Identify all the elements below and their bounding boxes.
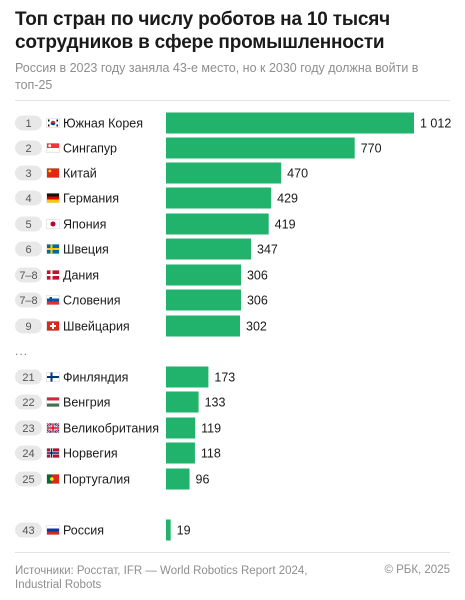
country-label: Германия xyxy=(63,192,119,206)
flag-switzerland-icon xyxy=(46,321,60,331)
flag-uk-icon xyxy=(46,422,60,434)
flag-singapore-icon xyxy=(46,143,60,153)
footer-copyright: © РБК, 2025 xyxy=(384,564,450,576)
flag-japan-icon xyxy=(46,219,60,229)
gap-marker: ... xyxy=(15,344,29,358)
country-label: Южная Корея xyxy=(63,117,143,131)
bar xyxy=(166,112,414,134)
rank-label: 43 xyxy=(22,525,34,537)
flag-denmark-icon xyxy=(46,270,60,280)
rank-label: 4 xyxy=(25,193,31,205)
country-label: Сингапур xyxy=(63,142,117,156)
flag-hungary-icon xyxy=(46,397,60,407)
value-label: 173 xyxy=(214,371,235,385)
rank-label: 22 xyxy=(22,397,34,409)
bar xyxy=(166,417,196,439)
value-label: 96 xyxy=(196,473,210,487)
country-label: Япония xyxy=(63,218,106,232)
value-label: 306 xyxy=(247,294,268,308)
value-label: 429 xyxy=(277,192,298,206)
flag-portugal-icon xyxy=(46,474,60,484)
chart-subtitle: Россия в 2023 году заняла 43-е место, но… xyxy=(15,61,419,92)
rank-label: 23 xyxy=(22,423,34,435)
rank-badge xyxy=(15,318,42,334)
rank-label: 1 xyxy=(25,118,31,130)
flag-slovenia-icon xyxy=(46,295,60,305)
flag-norway-icon xyxy=(46,448,60,458)
bar xyxy=(166,366,209,388)
country-label: Финляндия xyxy=(63,371,128,385)
value-label: 302 xyxy=(246,320,267,334)
bar xyxy=(166,442,195,464)
rank-badge xyxy=(15,292,42,308)
value-label: 118 xyxy=(201,447,221,461)
country-label: Китай xyxy=(63,167,97,181)
rank-label: 5 xyxy=(25,219,31,231)
rank-badge xyxy=(15,420,42,436)
flag-russia-icon xyxy=(46,525,60,535)
chart-title: Топ стран по числу роботов на 10 тысяч с… xyxy=(15,9,390,53)
rank-label: 9 xyxy=(25,321,31,333)
value-label: 470 xyxy=(287,167,308,181)
bar xyxy=(166,315,241,337)
rank-label: 25 xyxy=(22,474,34,486)
value-label: 306 xyxy=(247,269,268,283)
country-label: Россия xyxy=(63,524,104,538)
value-label: 133 xyxy=(205,396,226,410)
country-label: Норвегия xyxy=(63,447,118,461)
bar xyxy=(166,519,171,541)
rank-label: 6 xyxy=(25,244,31,256)
rank-label: 2 xyxy=(25,143,31,155)
country-label: Португалия xyxy=(63,473,130,487)
bar xyxy=(166,162,282,184)
rank-label: 21 xyxy=(22,372,34,384)
value-label: 1 012 xyxy=(420,117,451,131)
rank-badge xyxy=(15,394,42,410)
rank-badge xyxy=(15,445,42,461)
bar xyxy=(166,289,241,311)
bar xyxy=(166,187,272,209)
bar xyxy=(166,137,355,159)
flag-china-icon xyxy=(46,168,60,178)
flag-germany-icon xyxy=(46,193,60,203)
rank-label: 7–8 xyxy=(19,270,37,282)
country-label: Швейцария xyxy=(63,320,130,334)
bar xyxy=(166,238,252,260)
value-label: 347 xyxy=(257,243,278,257)
value-label: 19 xyxy=(177,524,191,538)
bar xyxy=(166,213,269,235)
value-label: 419 xyxy=(275,218,296,232)
rank-badge xyxy=(15,216,42,232)
rank-label: 7–8 xyxy=(19,295,37,307)
flag-finland-icon xyxy=(46,372,60,382)
bar xyxy=(166,391,199,413)
rank-badge xyxy=(15,471,42,487)
bottom-divider xyxy=(15,552,450,553)
value-label: 119 xyxy=(201,422,221,436)
top-divider xyxy=(15,100,450,101)
rank-badge xyxy=(15,267,42,283)
footer-sources: Источники: Росстат, IFR — World Robotics… xyxy=(15,565,308,591)
rank-badge xyxy=(15,165,42,181)
country-label: Словения xyxy=(63,294,121,308)
rank-badge xyxy=(15,115,42,131)
country-label: Великобритания xyxy=(63,422,159,436)
rank-badge xyxy=(15,190,42,206)
value-label: 770 xyxy=(361,142,382,156)
bar xyxy=(166,264,241,286)
rank-label: 3 xyxy=(25,168,31,180)
country-label: Швеция xyxy=(63,243,109,257)
country-label: Венгрия xyxy=(63,396,110,410)
country-label: Дания xyxy=(63,269,99,283)
rank-badge xyxy=(15,241,42,257)
flag-sweden-icon xyxy=(46,244,60,254)
bar xyxy=(166,468,190,490)
rank-badge xyxy=(15,140,42,156)
rank-label: 24 xyxy=(22,448,34,460)
flag-south-korea-icon xyxy=(46,118,60,128)
rank-badge xyxy=(15,522,42,538)
rank-badge xyxy=(15,369,42,385)
